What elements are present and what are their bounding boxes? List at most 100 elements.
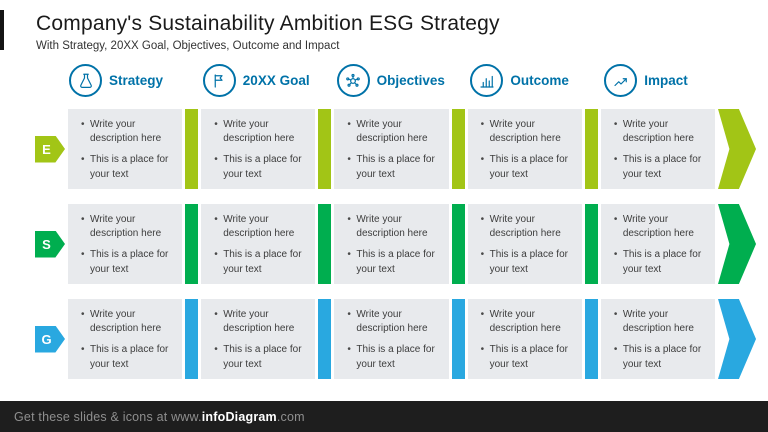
- cell: Write your description here This is a pla…: [201, 204, 316, 284]
- column-header-goal: 20XX Goal: [202, 64, 317, 97]
- row-tab-wrap: E: [10, 109, 68, 189]
- impact-growth-chart-icon: [604, 64, 638, 97]
- column-header-row: Strategy 20XX Goal Objectives: [10, 64, 756, 97]
- cell: Write your description here This is a pla…: [334, 299, 449, 379]
- footer-brand: infoDiagram: [201, 409, 277, 424]
- bullet-text: Write your description here: [347, 213, 440, 241]
- column-label: 20XX Goal: [242, 73, 310, 88]
- row-tab-wrap: S: [10, 204, 68, 284]
- bullet-text: This is a place for your text: [81, 343, 174, 371]
- column-header-impact: Impact: [603, 64, 718, 97]
- column-label: Strategy: [109, 73, 164, 88]
- cell: Write your description here This is a pla…: [68, 299, 183, 379]
- cell: Write your description here This is a pla…: [201, 299, 316, 379]
- cell-bullets: Write your description here This is a pla…: [81, 308, 174, 372]
- bullet-text: Write your description here: [481, 118, 574, 146]
- row-letter-tab: S: [35, 230, 65, 258]
- column-header-strategy: Strategy: [68, 64, 183, 97]
- esg-row-social: S Write your description here This is a p…: [10, 204, 757, 284]
- page-subtitle: With Strategy, 20XX Goal, Objectives, Ou…: [36, 40, 340, 52]
- bullet-text: This is a place for your text: [347, 153, 440, 181]
- bullet-text: Write your description here: [81, 213, 174, 241]
- bullet-text: This is a place for your text: [481, 343, 574, 371]
- bullet-text: Write your description here: [614, 118, 707, 146]
- cell-bullets: Write your description here This is a pla…: [347, 308, 440, 372]
- row-letter: G: [41, 331, 52, 347]
- cell-bullets: Write your description here This is a pla…: [347, 118, 440, 182]
- row-connector: [185, 109, 199, 189]
- footer-text-prefix: Get these slides & icons at www.: [14, 409, 202, 424]
- bullet-text: This is a place for your text: [347, 343, 440, 371]
- row-connector: [185, 204, 199, 284]
- bullet-text: This is a place for your text: [214, 153, 307, 181]
- objectives-network-icon: [336, 64, 370, 97]
- cell-bullets: Write your description here This is a pla…: [481, 118, 574, 182]
- bullet-text: This is a place for your text: [214, 343, 307, 371]
- cell: Write your description here This is a pla…: [600, 204, 716, 284]
- bullet-text: Write your description here: [614, 308, 707, 336]
- bullet-text: Write your description here: [81, 308, 174, 336]
- cell-bullets: Write your description here This is a pla…: [614, 118, 707, 182]
- row-connector: [318, 299, 332, 379]
- cell-bullets: Write your description here This is a pla…: [81, 118, 174, 182]
- bullet-text: Write your description here: [214, 213, 307, 241]
- page-title: Company's Sustainability Ambition ESG St…: [36, 12, 500, 35]
- row-connector: [451, 109, 465, 189]
- row-letter-tab: G: [35, 325, 65, 353]
- bullet-text: Write your description here: [214, 308, 307, 336]
- title-block: Company's Sustainability Ambition ESG St…: [0, 0, 768, 54]
- row-connector: [584, 204, 598, 284]
- bullet-text: This is a place for your text: [214, 248, 307, 276]
- bullet-text: Write your description here: [614, 213, 707, 241]
- cell: Write your description here This is a pla…: [334, 109, 449, 189]
- cell-bullets: Write your description here This is a pla…: [614, 213, 707, 277]
- bullet-text: Write your description here: [481, 213, 574, 241]
- row-connector: [318, 204, 332, 284]
- row-letter: E: [42, 141, 51, 157]
- bullet-text: Write your description here: [347, 118, 440, 146]
- bullet-text: This is a place for your text: [614, 248, 707, 276]
- cell-bullets: Write your description here This is a pla…: [481, 308, 574, 372]
- cell-bullets: Write your description here This is a pla…: [347, 213, 440, 277]
- goal-flag-icon: [202, 64, 236, 97]
- bullet-text: This is a place for your text: [81, 153, 174, 181]
- bullet-text: Write your description here: [214, 118, 307, 146]
- row-connector: [318, 109, 332, 189]
- esg-table: Strategy 20XX Goal Objectives: [0, 54, 768, 394]
- cell-bullets: Write your description here This is a pla…: [214, 118, 307, 182]
- bullet-text: This is a place for your text: [614, 343, 707, 371]
- bullet-text: Write your description here: [481, 308, 574, 336]
- cell: Write your description here This is a pla…: [467, 109, 582, 189]
- row-arrow-icon: [718, 204, 757, 284]
- cell: Write your description here This is a pla…: [467, 204, 582, 284]
- bullet-text: Write your description here: [347, 308, 440, 336]
- strategy-flask-icon: [69, 64, 102, 97]
- cell-bullets: Write your description here This is a pla…: [614, 308, 707, 372]
- cell: Write your description here This is a pla…: [467, 299, 582, 379]
- column-label: Outcome: [510, 73, 569, 88]
- row-connector: [584, 109, 598, 189]
- cell: Write your description here This is a pla…: [201, 109, 316, 189]
- row-connector: [584, 299, 598, 379]
- row-tab-wrap: G: [10, 299, 68, 379]
- cell: Write your description here This is a pla…: [600, 299, 716, 379]
- bullet-text: This is a place for your text: [347, 248, 440, 276]
- cell-bullets: Write your description here This is a pla…: [481, 213, 574, 277]
- cell-bullets: Write your description here This is a pla…: [81, 213, 174, 277]
- esg-row-governance: G Write your description here This is a p…: [10, 299, 757, 379]
- row-connector: [185, 299, 199, 379]
- cell: Write your description here This is a pla…: [68, 204, 183, 284]
- row-connector: [451, 299, 465, 379]
- bullet-text: This is a place for your text: [481, 153, 574, 181]
- row-letter: S: [42, 236, 51, 252]
- cell: Write your description here This is a pla…: [600, 109, 716, 189]
- footer-text-suffix: .com: [276, 409, 305, 424]
- outcome-bar-chart-icon: [470, 64, 504, 97]
- cell-bullets: Write your description here This is a pla…: [214, 213, 307, 277]
- bullet-text: This is a place for your text: [481, 248, 574, 276]
- row-arrow-icon: [718, 299, 757, 379]
- bullet-text: This is a place for your text: [81, 248, 174, 276]
- cell: Write your description here This is a pla…: [68, 109, 183, 189]
- row-arrow-icon: [718, 109, 757, 189]
